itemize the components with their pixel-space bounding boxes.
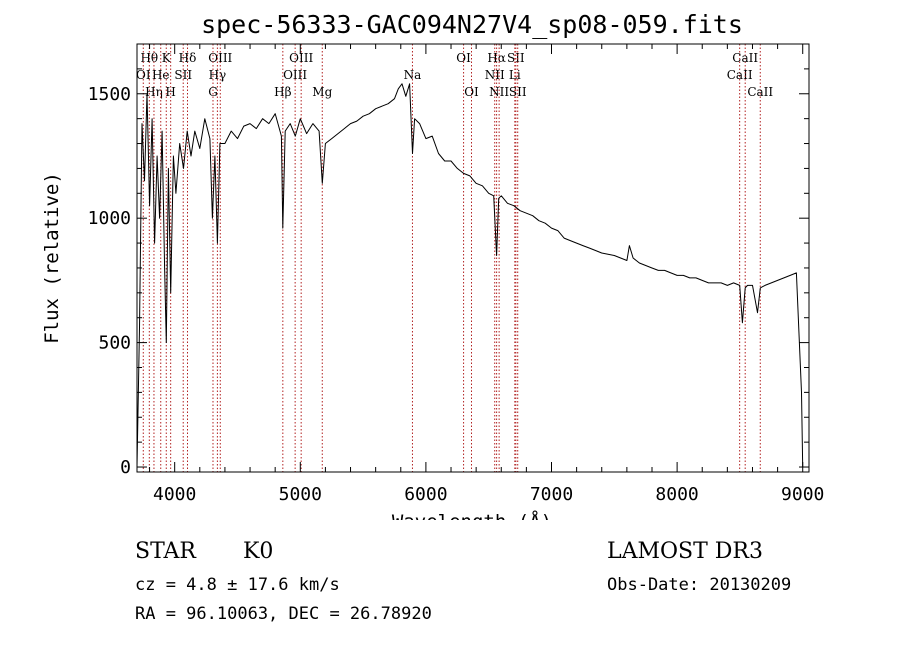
line-marker-label: OI	[136, 68, 151, 82]
spectrum-series	[136, 83, 804, 468]
line-marker-label: Li	[509, 68, 521, 82]
line-marker-label: CaII	[732, 51, 758, 65]
line-marker-label: NII	[489, 85, 509, 99]
survey-name: LAMOST DR3	[607, 539, 763, 564]
spectrum-line	[136, 83, 804, 468]
line-marker-label: CaII	[727, 68, 753, 82]
x-tick-label: 4000	[153, 484, 196, 505]
line-marker-label: Hδ	[179, 51, 197, 65]
y-tick-label: 1500	[88, 84, 131, 105]
x-tick-label: 8000	[655, 484, 698, 505]
line-marker-label: OIII	[289, 51, 313, 65]
line-marker-label: OIII	[283, 68, 307, 82]
y-tick-label: 0	[120, 457, 131, 478]
line-marker-label: OIII	[208, 51, 232, 65]
line-marker-label: Hα	[487, 51, 506, 65]
line-marker-label: OI	[464, 85, 479, 99]
x-axis-label: Wavelength (Å)	[392, 510, 552, 520]
x-tick-label: 6000	[404, 484, 447, 505]
x-tick-label: 9000	[781, 484, 824, 505]
x-tick-label: 5000	[279, 484, 322, 505]
spectrum-chart: spec-56333-GAC094N27V4_sp08-059.fits HθO…	[41, 10, 824, 520]
line-marker-label: Na	[404, 68, 422, 82]
line-marker-label: Hη	[145, 85, 163, 99]
x-tick-label: 7000	[530, 484, 573, 505]
y-tick-label: 1000	[88, 208, 131, 229]
line-marker-label: H	[165, 85, 175, 99]
x-axis: 4000 5000 6000 7000 8000 9000	[149, 44, 824, 505]
spectral-subclass: K0	[243, 539, 274, 564]
y-tick-label: 500	[98, 333, 131, 354]
line-marker-label: OI	[456, 51, 471, 65]
y-axis-label: Flux (relative)	[41, 172, 63, 344]
line-marker-label: He	[152, 68, 170, 82]
line-marker-label: CaII	[747, 85, 773, 99]
observation-date: Obs-Date: 20130209	[607, 575, 792, 595]
line-marker-label: G	[208, 85, 218, 99]
line-marker-label: SII	[507, 51, 525, 65]
line-marker-label: SII	[509, 85, 527, 99]
chart-title: spec-56333-GAC094N27V4_sp08-059.fits	[201, 10, 743, 39]
redshift-cz: cz = 4.8 ± 17.6 km/s	[135, 575, 340, 595]
ra-dec-coordinates: RA = 96.10063, DEC = 26.78920	[135, 604, 432, 624]
plot-frame	[136, 43, 810, 473]
y-axis: 0 500 1000 1500	[88, 68, 809, 478]
line-marker-label: K	[162, 51, 172, 65]
line-marker-label: SII	[174, 68, 192, 82]
line-marker-label: NII	[485, 68, 505, 82]
object-type: STAR	[135, 539, 196, 564]
line-marker-label: Mg	[312, 85, 332, 99]
line-marker-label: Hβ	[274, 85, 291, 99]
line-marker-label: Hγ	[209, 68, 227, 82]
